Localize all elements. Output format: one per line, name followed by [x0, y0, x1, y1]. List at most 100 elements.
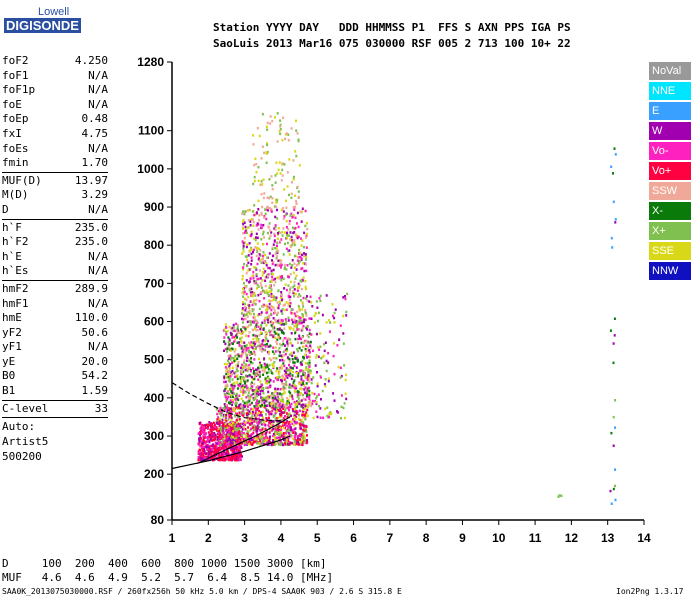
- header-line1: Station YYYY DAY DDD HHMMSS P1 FFS S AXN…: [213, 21, 571, 34]
- echo-point: [223, 336, 226, 339]
- echo-point: [259, 269, 261, 272]
- echo-point: [244, 402, 247, 406]
- param-value: N/A: [88, 141, 108, 155]
- echo-point: [266, 142, 268, 145]
- echo-point: [286, 349, 289, 353]
- echo-point: [230, 347, 233, 350]
- echo-point: [239, 444, 242, 447]
- echo-point: [248, 442, 251, 446]
- echo-point: [236, 333, 239, 336]
- echo-point: [256, 246, 259, 250]
- echo-point: [295, 200, 298, 203]
- echo-point: [271, 294, 274, 298]
- echo-point: [253, 282, 256, 285]
- echo-point: [273, 326, 276, 330]
- echo-point: [314, 399, 317, 403]
- echo-point: [234, 359, 237, 362]
- echo-point: [229, 339, 231, 343]
- echo-point: [293, 284, 296, 287]
- echo-point: [257, 404, 260, 407]
- echo-point: [283, 442, 286, 445]
- echo-point: [273, 234, 276, 238]
- echo-point: [293, 414, 296, 417]
- echo-point: [226, 437, 229, 440]
- echo-point: [304, 224, 307, 228]
- echo-point: [289, 280, 292, 284]
- echo-point: [244, 317, 247, 321]
- echo-point: [257, 388, 260, 392]
- echo-point: [266, 382, 269, 385]
- echo-point: [256, 314, 259, 317]
- echo-point: [232, 329, 235, 333]
- echo-point: [280, 208, 283, 212]
- echo-point: [231, 403, 234, 407]
- x-tick-label: 3: [241, 531, 248, 545]
- echo-point: [260, 258, 263, 261]
- echo-point: [252, 351, 255, 355]
- echo-point: [296, 295, 299, 299]
- echo-point: [277, 378, 280, 381]
- echo-point: [226, 359, 229, 362]
- echo-point: [258, 370, 261, 374]
- echo-point: [243, 231, 246, 234]
- echo-point: [293, 312, 296, 315]
- echo-point: [330, 412, 333, 415]
- echo-point: [240, 354, 243, 358]
- echo-point: [279, 231, 282, 235]
- echo-point: [199, 456, 202, 460]
- echo-point: [244, 329, 247, 332]
- echo-point: [203, 436, 206, 439]
- echo-point: [285, 440, 288, 443]
- echo-point: [261, 426, 264, 430]
- echo-point: [289, 341, 292, 345]
- echo-point: [230, 424, 233, 427]
- echo-point: [235, 402, 238, 405]
- echo-point: [271, 259, 273, 262]
- echo-point: [292, 381, 295, 384]
- echo-point: [269, 280, 272, 283]
- param-value: N/A: [88, 97, 108, 111]
- echo-point: [329, 321, 332, 324]
- echo-point: [236, 453, 239, 456]
- echo-point: [261, 401, 264, 404]
- echo-point: [285, 380, 288, 384]
- echo-point: [228, 392, 231, 396]
- echo-point: [276, 404, 279, 407]
- echo-point: [344, 297, 347, 301]
- echo-point: [239, 431, 242, 434]
- echo-point: [258, 357, 260, 361]
- echo-point: [268, 196, 270, 200]
- echo-point: [273, 311, 275, 315]
- echo-point: [289, 231, 292, 234]
- echo-point: [304, 285, 307, 289]
- echo-point: [222, 431, 225, 435]
- echo-point: [612, 444, 615, 447]
- echo-point: [255, 409, 257, 412]
- echo-point: [272, 306, 275, 310]
- echo-point: [273, 352, 276, 355]
- echo-point: [266, 318, 269, 322]
- echo-point: [285, 308, 288, 311]
- echo-point: [281, 231, 284, 234]
- echo-point: [297, 235, 300, 238]
- echo-point: [267, 404, 270, 407]
- echo-point: [317, 346, 320, 349]
- echo-point: [283, 364, 286, 368]
- echo-point: [253, 312, 255, 316]
- echo-point: [232, 421, 234, 425]
- echo-point: [225, 400, 228, 403]
- echo-point: [240, 332, 243, 335]
- echo-point: [298, 164, 301, 167]
- echo-point: [296, 348, 299, 351]
- echo-point: [287, 343, 290, 347]
- echo-point: [293, 437, 296, 440]
- echo-point: [307, 355, 310, 358]
- echo-point: [248, 320, 251, 323]
- echo-point: [254, 238, 257, 242]
- echo-point: [308, 359, 311, 362]
- echo-point: [272, 357, 275, 360]
- y-tick-label: 200: [144, 467, 164, 481]
- echo-point: [258, 442, 261, 445]
- echo-point: [248, 352, 251, 356]
- echo-point: [256, 389, 259, 393]
